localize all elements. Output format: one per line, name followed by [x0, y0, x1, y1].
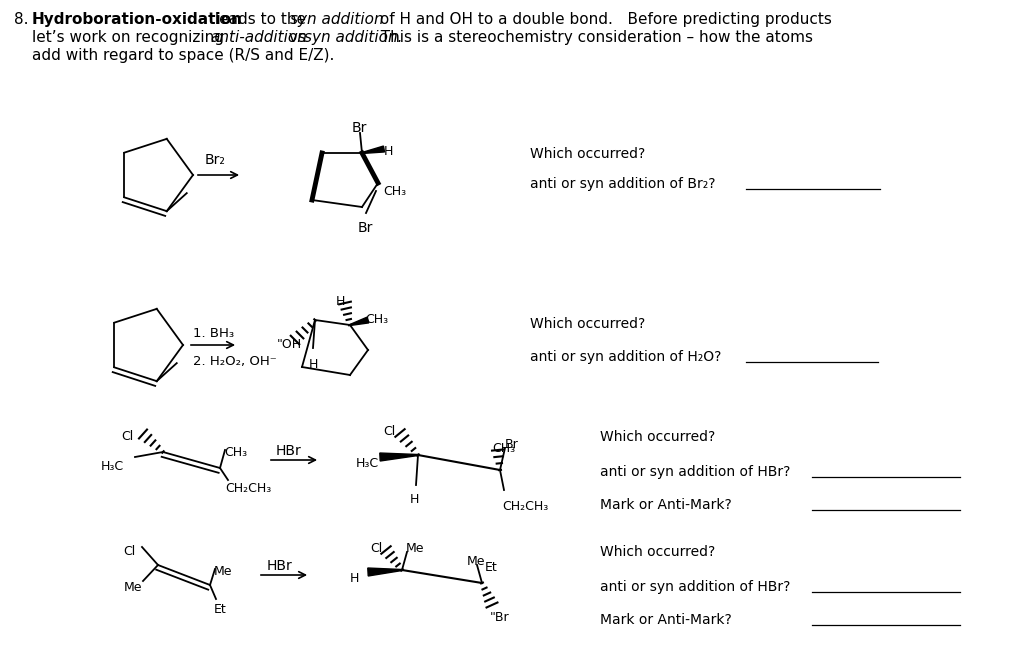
Text: vs: vs [284, 30, 310, 45]
Text: anti or syn addition of Br₂?: anti or syn addition of Br₂? [530, 177, 716, 191]
Text: anti-addition: anti-addition [210, 30, 307, 45]
Text: H: H [336, 295, 346, 308]
Text: Et: Et [214, 603, 226, 616]
Text: 8.: 8. [14, 12, 28, 27]
Text: add with regard to space (R/S and E/Z).: add with regard to space (R/S and E/Z). [32, 48, 335, 63]
Text: H: H [350, 572, 359, 585]
Text: of H and OH to a double bond.   Before predicting products: of H and OH to a double bond. Before pre… [375, 12, 832, 27]
Text: leads to the: leads to the [210, 12, 310, 27]
Text: Me: Me [467, 555, 485, 568]
Text: Which occurred?: Which occurred? [530, 147, 645, 161]
Text: HBr: HBr [276, 444, 301, 458]
Text: CH₃: CH₃ [365, 313, 388, 326]
Text: anti or syn addition of HBr?: anti or syn addition of HBr? [600, 580, 791, 594]
Text: H₃C: H₃C [356, 457, 379, 470]
Text: CH₃: CH₃ [383, 185, 406, 198]
Text: Mark or Anti-Mark?: Mark or Anti-Mark? [600, 498, 732, 512]
Polygon shape [350, 317, 369, 325]
Polygon shape [362, 146, 384, 154]
Text: CH₃: CH₃ [224, 446, 247, 459]
Text: syn addition: syn addition [290, 12, 383, 27]
Text: Me: Me [124, 581, 143, 594]
Text: Which occurred?: Which occurred? [600, 430, 715, 444]
Text: anti or syn addition of HBr?: anti or syn addition of HBr? [600, 465, 791, 479]
Text: Me: Me [406, 542, 425, 555]
Text: Me: Me [214, 565, 233, 578]
Text: Which occurred?: Which occurred? [530, 317, 645, 331]
Text: Cl: Cl [123, 545, 135, 558]
Text: This is a stereochemistry consideration – how the atoms: This is a stereochemistry consideration … [371, 30, 813, 45]
Text: syn addition.: syn addition. [304, 30, 402, 45]
Text: H: H [384, 145, 393, 158]
Text: Which occurred?: Which occurred? [600, 545, 715, 559]
Text: CH₂CH₃: CH₂CH₃ [225, 482, 271, 495]
Text: CH₂CH₃: CH₂CH₃ [502, 500, 548, 513]
Text: H: H [309, 358, 318, 371]
Polygon shape [380, 453, 418, 461]
Text: H: H [410, 493, 420, 506]
Text: "OH: "OH [277, 338, 302, 351]
Text: Br: Br [358, 221, 373, 235]
Text: 2. H₂O₂, OH⁻: 2. H₂O₂, OH⁻ [193, 355, 277, 368]
Polygon shape [368, 568, 402, 576]
Text: Hydroboration-oxidation: Hydroboration-oxidation [32, 12, 243, 27]
Text: anti or syn addition of H₂O?: anti or syn addition of H₂O? [530, 350, 722, 364]
Text: "Br: "Br [490, 611, 510, 624]
Text: HBr: HBr [267, 559, 293, 573]
Text: Et: Et [485, 561, 497, 574]
Text: 1. BH₃: 1. BH₃ [193, 327, 235, 340]
Text: Cl: Cl [383, 425, 395, 438]
Text: Br: Br [506, 438, 519, 451]
Text: Mark or Anti-Mark?: Mark or Anti-Mark? [600, 613, 732, 627]
Text: let’s work on recognizing: let’s work on recognizing [32, 30, 228, 45]
Text: Br: Br [352, 121, 367, 135]
Text: CH₃: CH₃ [492, 442, 516, 455]
Text: Cl: Cl [370, 542, 382, 555]
Text: Br₂: Br₂ [205, 153, 225, 167]
Text: H₃C: H₃C [101, 460, 124, 473]
Text: Cl: Cl [121, 430, 133, 443]
